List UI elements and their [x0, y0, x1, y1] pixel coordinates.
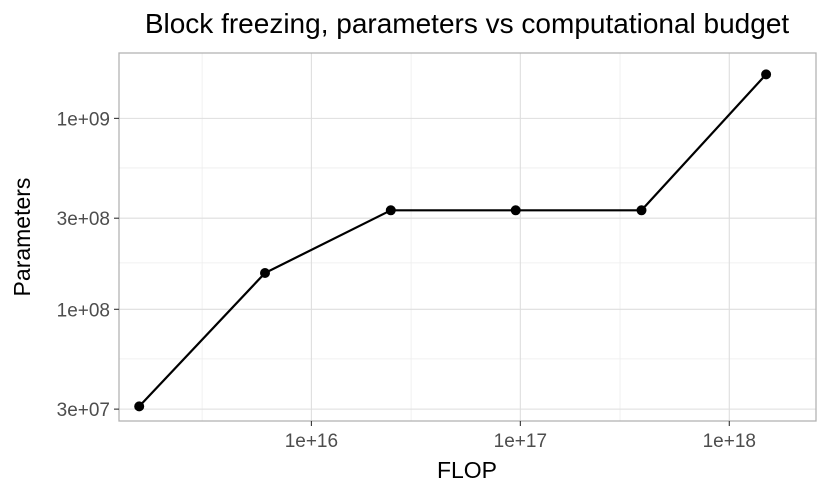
major-gridlines [119, 53, 816, 421]
x-tick-label: 1e+17 [494, 431, 547, 452]
data-point [761, 69, 772, 80]
minor-gridlines [119, 53, 816, 421]
data-point [385, 205, 396, 216]
y-axis: 3e+07 1e+08 3e+08 1e+09 [57, 109, 119, 421]
data-point [636, 205, 647, 216]
y-tick-label: 3e+08 [57, 209, 110, 230]
chart-title: Block freezing, parameters vs computatio… [145, 8, 790, 39]
series-line [138, 73, 767, 408]
y-axis-title: Parameters [9, 178, 35, 297]
y-tick-label: 1e+08 [57, 300, 110, 321]
data-point [510, 205, 521, 216]
y-tick-label: 1e+09 [57, 109, 110, 130]
y-tick-label: 3e+07 [57, 400, 110, 421]
data-point [260, 268, 270, 278]
plot-panel [118, 52, 817, 422]
x-axis: 1e+16 1e+17 1e+18 [285, 421, 756, 452]
x-tick-label: 1e+16 [285, 431, 338, 452]
x-tick-label: 1e+18 [703, 431, 756, 452]
x-axis-title: FLOP [437, 457, 497, 483]
data-point [134, 401, 145, 412]
series-group [134, 69, 772, 412]
